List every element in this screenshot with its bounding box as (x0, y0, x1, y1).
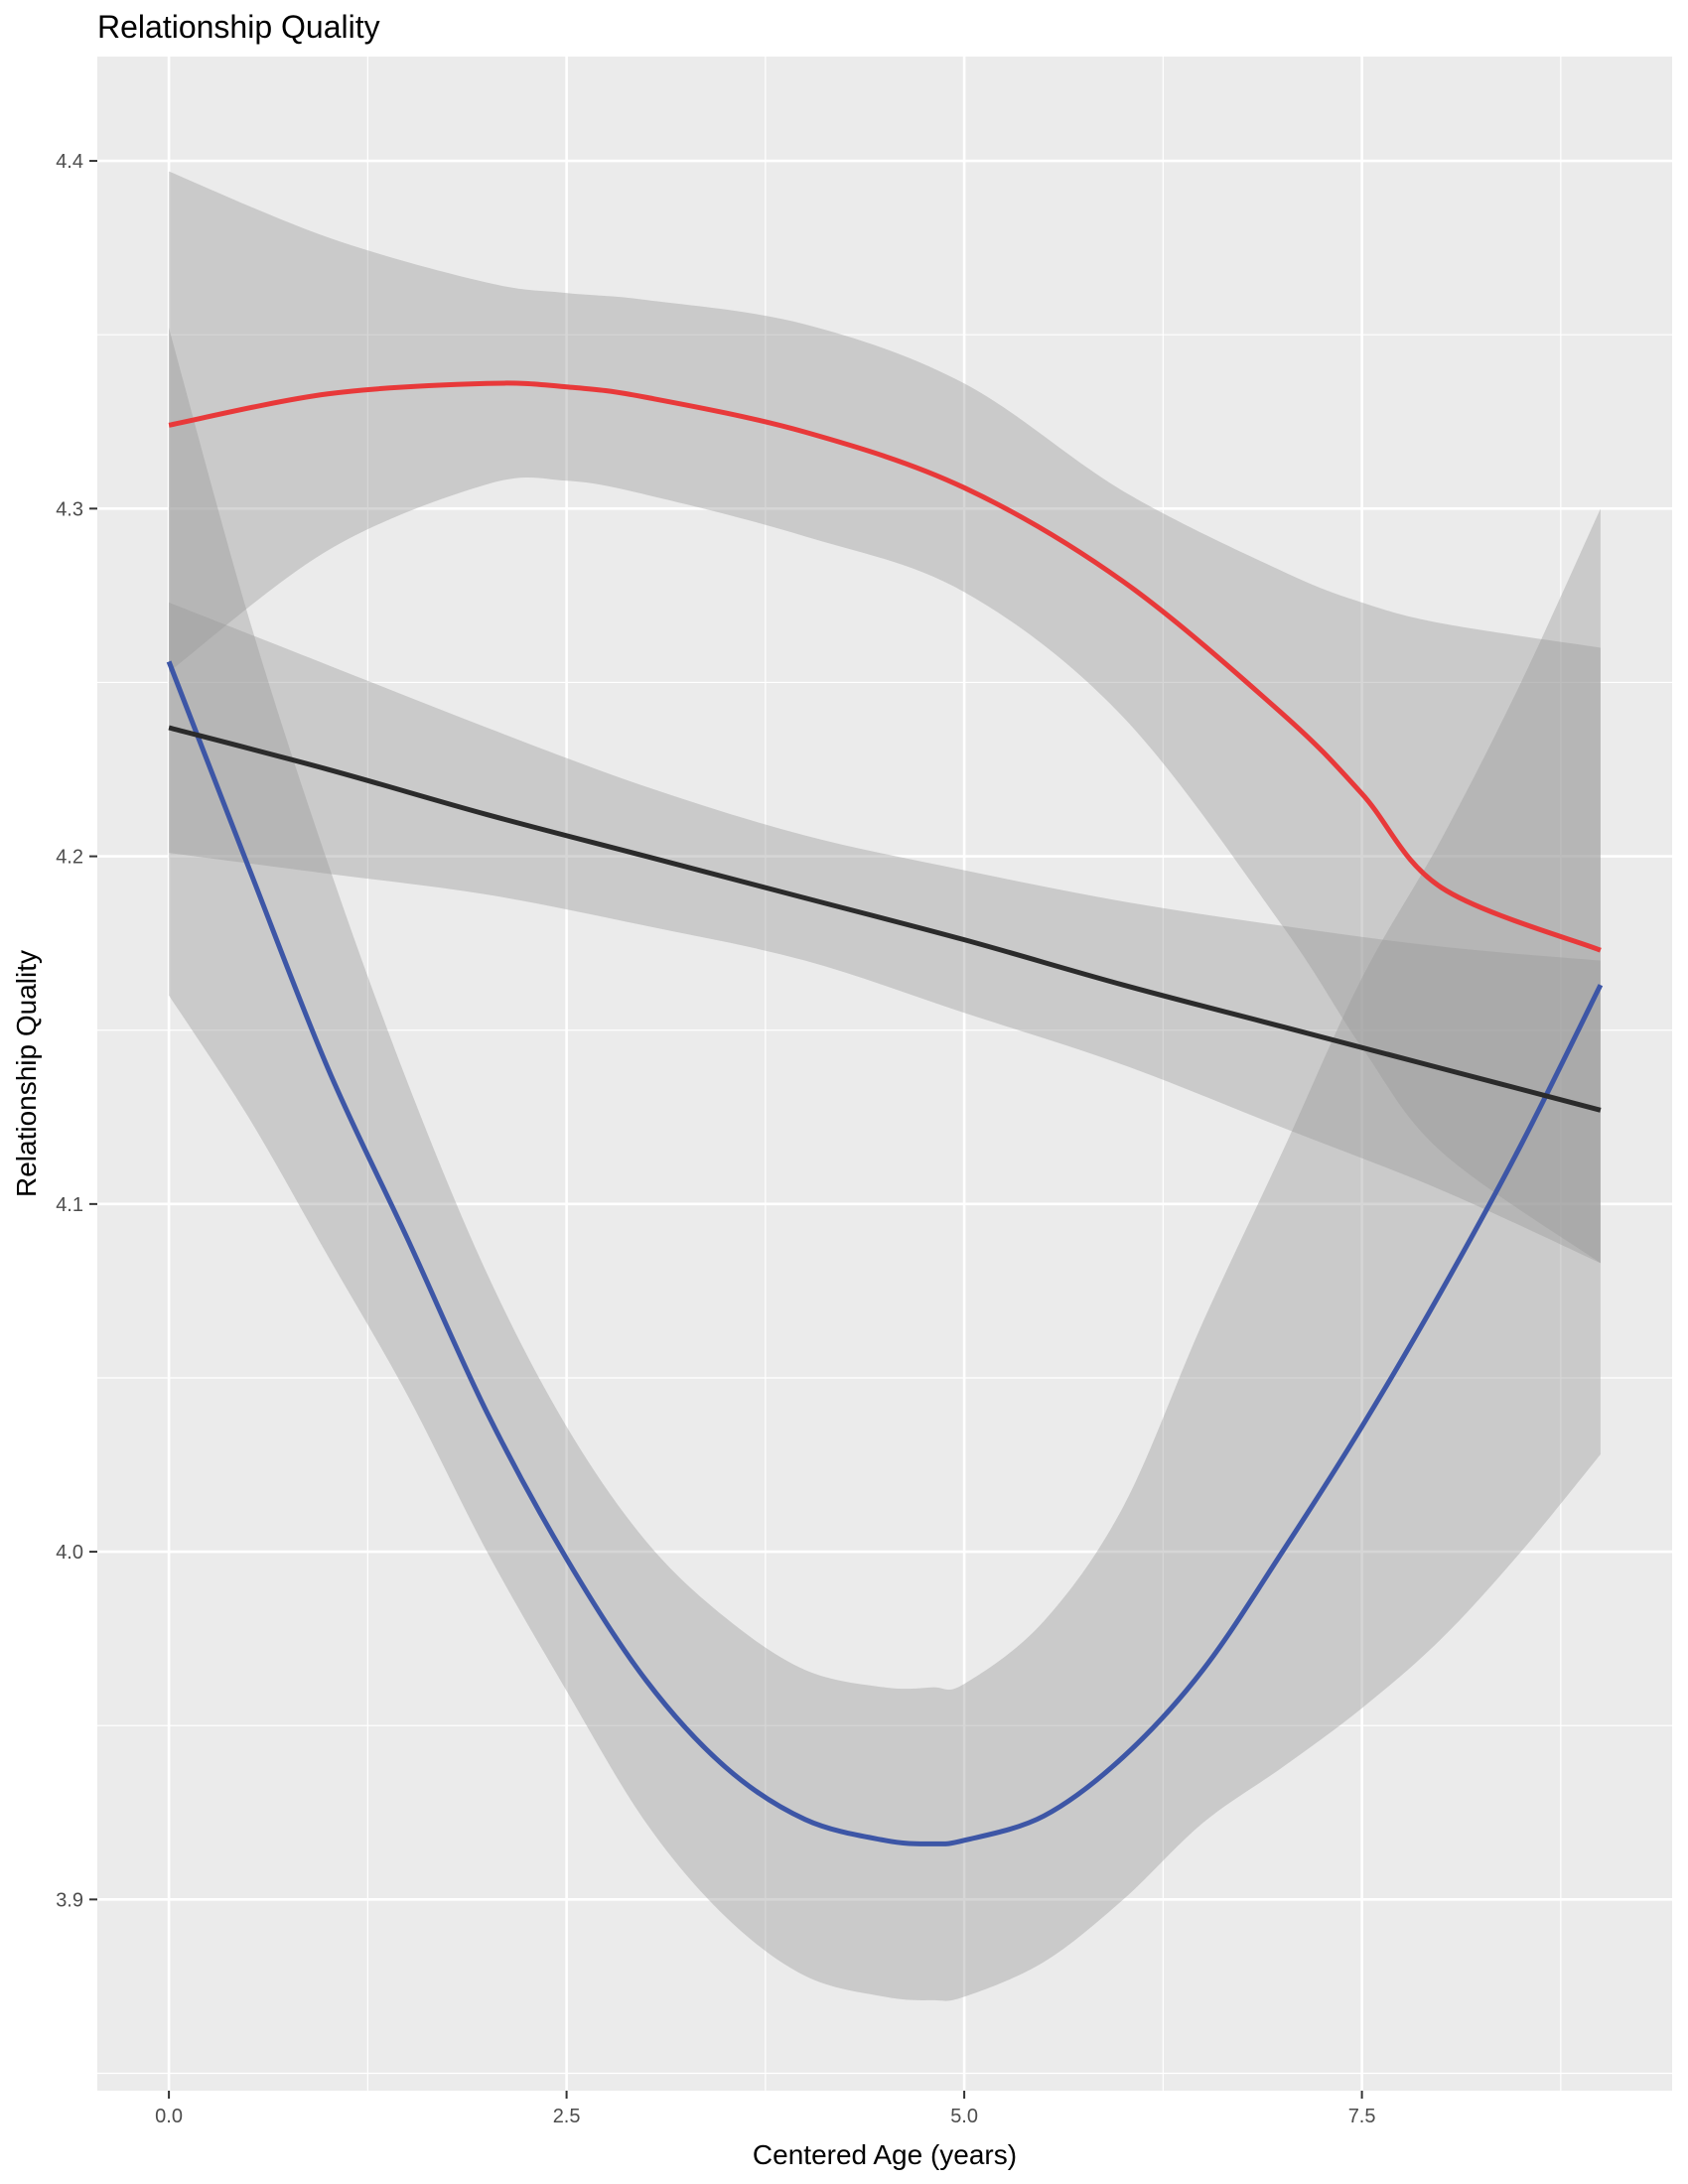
x-axis: 0.0 2.5 5.0 7.5 (155, 2091, 1376, 2127)
x-tick-label: 5.0 (950, 2106, 978, 2127)
y-tick-label: 4.2 (56, 847, 83, 869)
minor-gridlines (97, 57, 1672, 2091)
series-line-1 (168, 380, 1602, 953)
x-tick-label: 7.5 (1348, 2106, 1376, 2127)
series-line-3 (168, 725, 1602, 1113)
y-axis: 3.9 4.0 4.1 4.2 4.3 4.4 (56, 151, 97, 1911)
confidence-ribbon-1 (169, 171, 1601, 1264)
confidence-ribbon-2 (169, 328, 1601, 2001)
y-tick-label: 3.9 (56, 1889, 83, 1911)
confidence-ribbons (169, 171, 1601, 2001)
x-axis-title: Centered Age (years) (753, 2139, 1017, 2170)
x-tick-label: 2.5 (553, 2106, 581, 2127)
series-line-2 (166, 660, 1604, 1846)
plot-panel (97, 57, 1672, 2091)
chart-title: Relationship Quality (97, 9, 380, 45)
y-axis-title: Relationship Quality (11, 950, 42, 1197)
y-tick-label: 4.0 (56, 1542, 83, 1564)
major-gridlines (97, 57, 1672, 2091)
y-tick-label: 4.3 (56, 498, 83, 520)
y-tick-label: 4.4 (56, 151, 83, 173)
confidence-ribbon-3 (169, 602, 1601, 1264)
y-tick-label: 4.1 (56, 1194, 83, 1216)
x-tick-label: 0.0 (155, 2106, 183, 2127)
series-lines (166, 380, 1604, 1846)
